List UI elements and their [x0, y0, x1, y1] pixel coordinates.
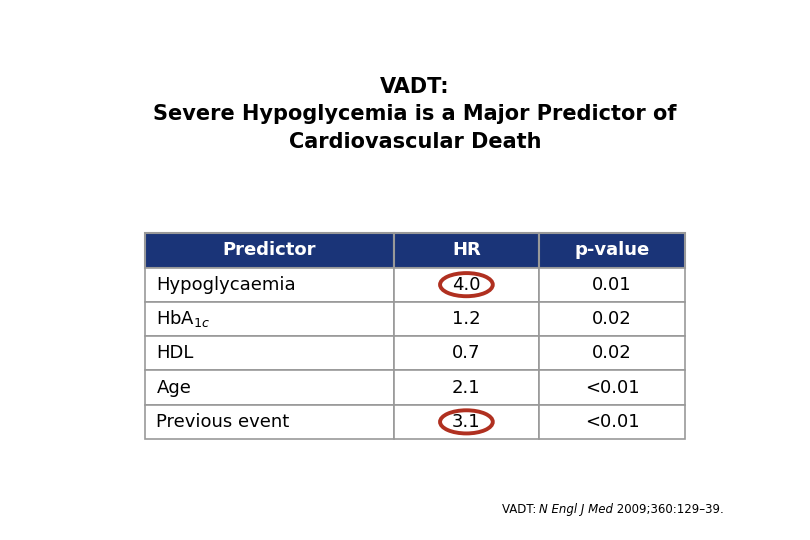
Text: VADT:
Severe Hypoglycemia is a Major Predictor of
Cardiovascular Death: VADT: Severe Hypoglycemia is a Major Pre… [153, 77, 677, 152]
FancyBboxPatch shape [145, 267, 394, 302]
FancyBboxPatch shape [539, 370, 685, 404]
FancyBboxPatch shape [145, 302, 394, 336]
FancyBboxPatch shape [539, 267, 685, 302]
Text: Hypoglycaemia: Hypoglycaemia [156, 275, 296, 294]
Text: 4.0: 4.0 [452, 275, 480, 294]
Text: VADT:: VADT: [502, 503, 540, 516]
FancyBboxPatch shape [539, 302, 685, 336]
Text: 3.1: 3.1 [452, 413, 480, 431]
Text: HDL: HDL [156, 345, 194, 362]
Text: HR: HR [452, 241, 481, 259]
FancyBboxPatch shape [539, 336, 685, 370]
Text: 0.7: 0.7 [452, 345, 480, 362]
FancyBboxPatch shape [539, 404, 685, 439]
Text: Previous event: Previous event [156, 413, 290, 431]
Text: 2.1: 2.1 [452, 379, 480, 396]
FancyBboxPatch shape [145, 404, 394, 439]
FancyBboxPatch shape [394, 404, 539, 439]
Text: <0.01: <0.01 [585, 379, 639, 396]
Text: 1.2: 1.2 [452, 310, 480, 328]
Text: 2009;360:129–39.: 2009;360:129–39. [613, 503, 724, 516]
FancyBboxPatch shape [394, 336, 539, 370]
Text: <0.01: <0.01 [585, 413, 639, 431]
Text: N Engl J Med: N Engl J Med [539, 503, 612, 516]
FancyBboxPatch shape [394, 370, 539, 404]
Text: 0.02: 0.02 [592, 345, 632, 362]
Text: p-value: p-value [574, 241, 650, 259]
Text: Age: Age [156, 379, 191, 396]
FancyBboxPatch shape [394, 302, 539, 336]
FancyBboxPatch shape [394, 267, 539, 302]
FancyBboxPatch shape [539, 233, 685, 267]
FancyBboxPatch shape [145, 336, 394, 370]
FancyBboxPatch shape [145, 233, 394, 267]
FancyBboxPatch shape [145, 370, 394, 404]
FancyBboxPatch shape [394, 233, 539, 267]
Text: 0.01: 0.01 [592, 275, 632, 294]
Text: 0.02: 0.02 [592, 310, 632, 328]
Text: HbA$_{1c}$: HbA$_{1c}$ [156, 308, 211, 329]
Text: Predictor: Predictor [223, 241, 316, 259]
